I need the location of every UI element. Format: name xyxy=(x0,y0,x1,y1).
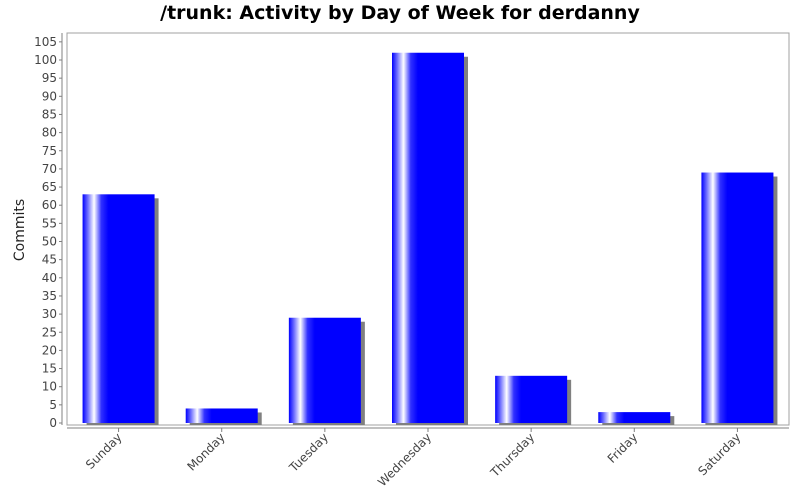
bar-sunday xyxy=(82,194,155,423)
y-tick-label: 10 xyxy=(42,380,57,394)
y-tick-label: 65 xyxy=(42,180,57,194)
y-tick-label: 90 xyxy=(42,89,57,103)
chart-title: /trunk: Activity by Day of Week for derd… xyxy=(160,2,640,24)
y-tick-label: 85 xyxy=(42,107,57,121)
y-tick-label: 75 xyxy=(42,144,57,158)
y-tick-label: 15 xyxy=(42,362,57,376)
y-tick-label: 30 xyxy=(42,307,57,321)
x-tick-label: Sunday xyxy=(83,430,125,472)
y-tick-label: 80 xyxy=(42,126,57,140)
y-tick-label: 55 xyxy=(42,216,57,230)
x-tick-label: Monday xyxy=(184,430,227,473)
x-tick-label: Tuesday xyxy=(286,430,331,475)
y-tick-label: 0 xyxy=(49,416,57,430)
x-tick-label: Friday xyxy=(605,430,641,466)
y-tick-label: 40 xyxy=(42,271,57,285)
y-tick-label: 5 xyxy=(49,398,57,412)
y-tick-label: 25 xyxy=(42,325,57,339)
x-tick-label: Thursday xyxy=(487,430,537,480)
y-tick-label: 60 xyxy=(42,198,57,212)
y-tick-label: 100 xyxy=(34,53,57,67)
y-tick-label: 95 xyxy=(42,71,57,85)
bar-monday xyxy=(185,408,258,423)
y-axis-label: Commits xyxy=(12,199,28,261)
bar-tuesday xyxy=(288,317,361,423)
bar-friday xyxy=(598,412,671,423)
y-tick-label: 20 xyxy=(42,343,57,357)
y-tick-label: 105 xyxy=(34,35,57,49)
y-tick-label: 45 xyxy=(42,253,57,267)
y-tick-label: 35 xyxy=(42,289,57,303)
y-tick-label: 70 xyxy=(42,162,57,176)
bar-wednesday xyxy=(392,52,464,424)
x-tick-label: Saturday xyxy=(695,430,743,478)
y-tick-label: 50 xyxy=(42,235,57,249)
bar-thursday xyxy=(495,375,568,423)
bar-saturday xyxy=(701,172,774,423)
x-tick-label: Wednesday xyxy=(375,430,434,489)
